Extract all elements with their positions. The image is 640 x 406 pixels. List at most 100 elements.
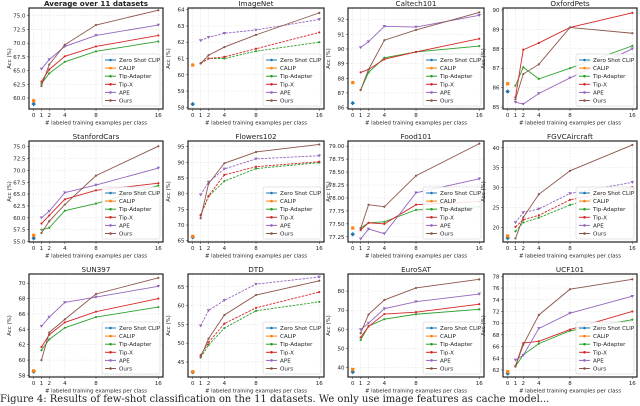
data-point-tip-x [522, 48, 525, 51]
series-line-tip-x [200, 161, 320, 216]
y-tick-label: 45 [178, 360, 185, 366]
legend-marker-ours [583, 232, 586, 235]
legend-box [101, 321, 161, 375]
data-point-tip-adapter [318, 300, 321, 303]
legend-label-ours: Ours [119, 99, 132, 105]
data-point-tip-x [207, 57, 210, 60]
x-axis-label: # labeled training examples per class [205, 121, 307, 127]
y-tick-label: 95 [178, 145, 185, 151]
legend-label-tip-adapter: Tip-Adapter [439, 342, 473, 348]
y-tick-label: 87 [338, 91, 345, 97]
data-point-ape [382, 232, 387, 236]
data-point-ape [382, 307, 387, 311]
legend-marker-tip-x [583, 83, 586, 86]
legend-label-tip-x: Tip-X [592, 82, 607, 88]
legend-label-tip-x: Tip-X [279, 82, 294, 88]
chart-panel-7: FGVCAircraft 20 25 30 35 40 0 1 2 4 8 16 # labeled t… [481, 132, 638, 260]
data-point-ours [367, 313, 370, 316]
legend-marker-ours [583, 99, 586, 102]
data-point-ape [63, 191, 67, 195]
y-tick-label: 91 [338, 32, 345, 38]
data-point-ours [522, 216, 525, 219]
legend-label-ape: APE [119, 223, 130, 229]
data-point-ape [317, 275, 322, 279]
legend-marker-zero-shot-clip [430, 58, 433, 62]
y-tick-label: 50 [338, 346, 345, 352]
data-point-ours [514, 365, 517, 368]
data-point-ours [63, 43, 66, 46]
y-tick-label: 89 [493, 27, 500, 33]
y-tick-label: 60.0 [13, 96, 26, 102]
data-point-tip-x [207, 341, 210, 344]
legend-marker-tip-adapter [583, 342, 586, 346]
legend-box [422, 321, 482, 375]
legend-marker-calip [109, 66, 112, 70]
y-tick-label: 77.75 [329, 209, 345, 215]
x-tick-label: 0 [191, 381, 195, 387]
data-point-ape [477, 292, 482, 296]
y-tick-label: 40 [493, 146, 500, 152]
data-point-tip-adapter [568, 67, 572, 70]
plot-frame [502, 140, 638, 243]
data-point-tip-x [568, 198, 572, 201]
chart-panel-11: UCF101 62 64 66 68 70 72 74 76 78 0 1 2 4 8 16 # labeled… [481, 265, 638, 395]
chart-panel-3: OxfordPets 85 86 87 88 89 90 0 1 2 4 8 16 # labeled t… [481, 0, 638, 127]
y-tick-label: 77.25 [329, 235, 345, 241]
x-tick-label: 8 [414, 246, 418, 252]
y-tick-label: 25 [493, 205, 500, 211]
data-point-tip-x [157, 182, 160, 185]
legend-marker-tip-adapter [109, 207, 112, 211]
legend: Zero Shot CLIP CALIP Tip-Adapter Tip-X APE Ou… [262, 321, 322, 375]
y-tick-label: 88 [338, 76, 345, 82]
x-tick-label: 1 [40, 113, 44, 119]
y-tick-label: 60 [338, 327, 345, 333]
data-point-calip [351, 226, 355, 230]
legend-label-calip: CALIP [119, 66, 135, 72]
y-tick-label: 70.0 [13, 41, 26, 47]
data-point-ape [358, 328, 363, 332]
y-tick-label: 57.5 [13, 228, 26, 234]
legend-marker-ours [270, 99, 273, 102]
data-point-calip [191, 370, 195, 374]
y-axis-label: Acc (%) [326, 181, 332, 202]
data-point-ours [318, 279, 321, 282]
data-point-ours [631, 143, 634, 147]
data-point-ours [414, 174, 418, 177]
legend-marker-zero-shot-clip [109, 58, 112, 62]
data-point-ours [48, 220, 51, 223]
data-point-ours [631, 32, 634, 35]
x-tick-label: 8 [254, 381, 258, 387]
legend-marker-zero-shot-clip [270, 326, 273, 330]
x-axis-label: # labeled training examples per class [205, 389, 307, 395]
data-point-tip-x [223, 322, 226, 325]
data-point-tip-x [478, 37, 481, 40]
legend-marker-calip [430, 199, 433, 203]
y-tick-label: 65.0 [13, 69, 26, 75]
legend-marker-ours [430, 99, 433, 102]
data-point-tip-adapter [631, 44, 634, 47]
y-tick-label: 60 [178, 304, 185, 310]
plot-frame [347, 273, 485, 378]
y-axis-label: Acc (%) [166, 315, 172, 336]
data-point-ape [366, 321, 371, 325]
y-tick-label: 66 [493, 345, 500, 351]
x-tick-label: 2 [48, 381, 52, 387]
data-point-zero-shot-clip [31, 235, 36, 241]
data-point-tip-adapter [537, 77, 540, 80]
data-point-tip-adapter [522, 221, 525, 224]
data-point-tip-x [414, 50, 418, 54]
legend-label-tip-x: Tip-X [439, 215, 454, 221]
data-point-tip-x [359, 336, 362, 339]
plot-frame [347, 140, 485, 243]
data-point-ape [521, 211, 526, 215]
y-tick-label: 72.5 [13, 157, 26, 163]
y-tick-label: 90 [493, 8, 500, 14]
legend-box [262, 53, 322, 107]
data-point-ours [254, 150, 258, 154]
legend-label-ape: APE [440, 90, 451, 96]
x-tick-label: 16 [476, 381, 483, 387]
data-point-calip [32, 369, 36, 373]
chart-panel-10: EuroSAT 40 50 60 70 80 0 1 2 4 8 16 # labeled traini… [326, 265, 485, 395]
legend-label-tip-adapter: Tip-Adapter [118, 207, 152, 213]
y-tick-label: 66 [19, 312, 26, 318]
